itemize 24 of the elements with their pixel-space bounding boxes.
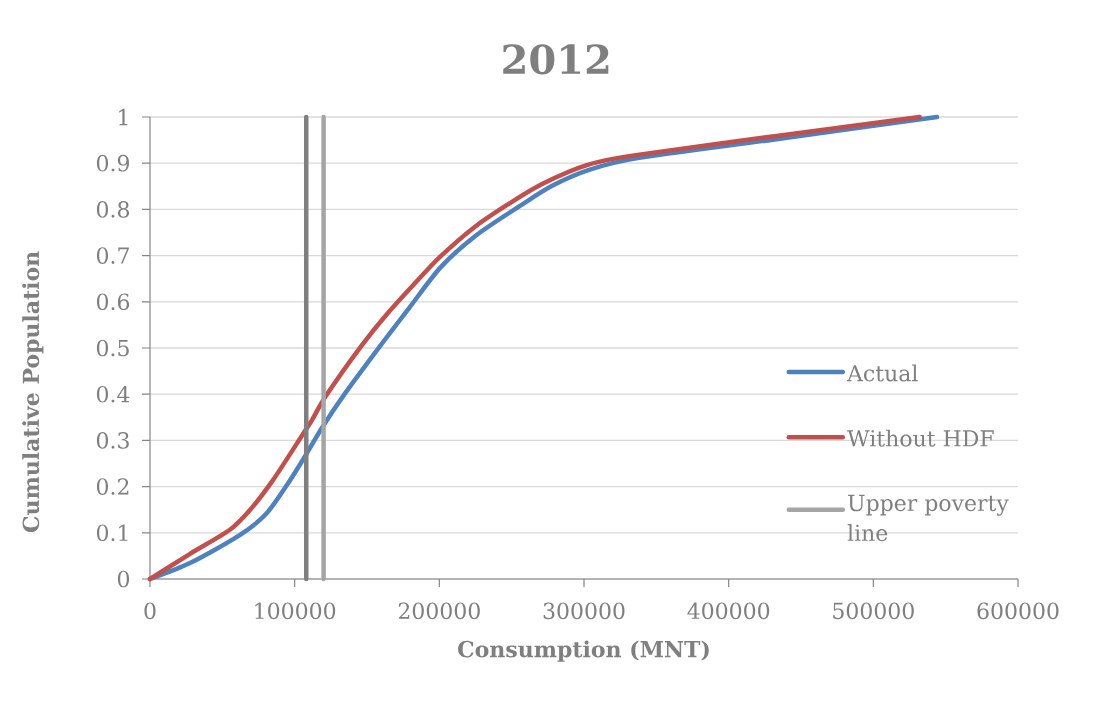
y-tick-label: 0.9 bbox=[96, 154, 129, 172]
x-tick-label: 300000 bbox=[543, 602, 625, 620]
y-tick-label: 0 bbox=[117, 570, 130, 588]
y-tick-label: 0.2 bbox=[96, 478, 129, 495]
y-axis-title: Cumulative Population bbox=[22, 251, 44, 533]
legend-label: Upper poverty line bbox=[847, 494, 1009, 542]
y-tick-label: 0.4 bbox=[96, 385, 130, 403]
x-tick-label: 200000 bbox=[398, 602, 480, 620]
x-tick-label: 400000 bbox=[687, 602, 770, 620]
y-tick-label: 0.8 bbox=[96, 201, 129, 218]
x-tick-label: 500000 bbox=[833, 602, 914, 620]
y-tick-label: 0.1 bbox=[96, 524, 128, 542]
y-tick-label: 0.6 bbox=[96, 293, 130, 311]
x-axis-title: Consumption (MNT) bbox=[458, 640, 709, 662]
y-tick-label: 0.7 bbox=[96, 247, 129, 264]
legend-label: Without HDF bbox=[847, 429, 994, 447]
y-tick-label: 0.3 bbox=[96, 432, 129, 449]
y-tick-label: 1 bbox=[119, 108, 128, 126]
chart-title: 2012 bbox=[503, 44, 609, 75]
x-tick-label: 0 bbox=[144, 602, 156, 620]
x-tick-label: 100000 bbox=[255, 602, 336, 620]
legend-label: Actual bbox=[846, 364, 918, 382]
y-tick-label: 0.5 bbox=[96, 339, 129, 357]
x-tick-label: 600000 bbox=[977, 602, 1059, 620]
